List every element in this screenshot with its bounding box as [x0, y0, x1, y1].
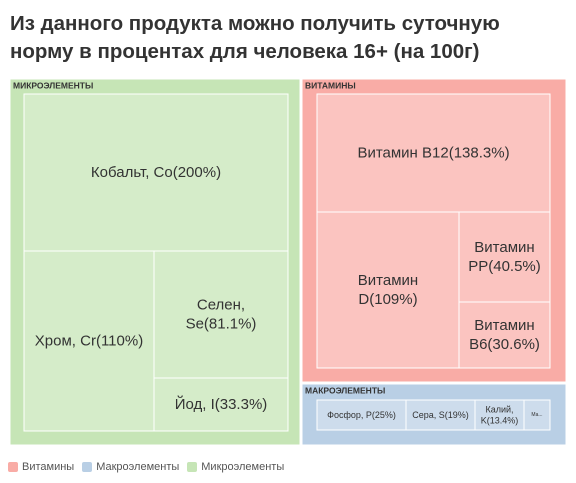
tile-label: Селен, Se(81.1%): [186, 297, 257, 333]
legend-label: Витамины: [22, 461, 75, 473]
tile-label: Фосфор, P(25%): [327, 410, 396, 420]
treemap-tile[interactable]: [474, 399, 525, 431]
legend-swatch: [187, 462, 198, 472]
group-header: МАКРОЭЛЕМЕНТЫ: [305, 385, 385, 395]
chart-title-line: норму в процентах для человека 16+ (на 1…: [10, 40, 480, 63]
chart-title-line: Из данного продукта можно получить суточ…: [10, 12, 500, 35]
treemap-tile[interactable]: [405, 399, 476, 431]
treemap-tile[interactable]: [153, 250, 289, 379]
tile-label: Сера, S(19%): [412, 410, 469, 420]
legend-swatch: [8, 462, 18, 472]
treemap-tile[interactable]: [23, 250, 155, 432]
legend-label: Микроэлементы: [201, 461, 285, 473]
treemap-tile[interactable]: [458, 211, 551, 303]
legend-item-macro[interactable]: Макроэлементы: [82, 461, 179, 473]
treemap-tile[interactable]: [23, 93, 289, 252]
treemap-tile[interactable]: [153, 377, 289, 432]
tile-label: Витамин D(109%): [358, 272, 418, 308]
tile-label: Витамин PP(40.5%): [468, 239, 541, 275]
tile-label: Хром, Cr(110%): [35, 333, 143, 350]
tile-label: Ма...: [531, 412, 542, 418]
legend-label: Макроэлементы: [96, 461, 180, 473]
legend-item-micro[interactable]: Микроэлементы: [187, 461, 284, 473]
chart-title: Из данного продукта можно получить суточ…: [10, 10, 570, 66]
tile-label: Кобальт, Co(200%): [91, 164, 221, 181]
legend: Витамины Макроэлементы Микроэлементы: [8, 459, 292, 475]
legend-item-vitamins[interactable]: Витамины: [8, 461, 74, 473]
treemap-tile[interactable]: [458, 301, 551, 369]
tile-label: Йод, I(33.3%): [175, 395, 268, 413]
group-header: МИКРОЭЛЕМЕНТЫ: [13, 80, 93, 90]
treemap-tile[interactable]: [316, 93, 551, 213]
tile-label: Витамин B6(30.6%): [469, 317, 540, 353]
group-header: ВИТАМИНЫ: [305, 80, 356, 90]
treemap-tile[interactable]: [316, 211, 460, 369]
tile-label: Калий, K(13.4%): [481, 404, 519, 425]
legend-swatch: [82, 462, 93, 472]
tile-label: Витамин B12(138.3%): [357, 145, 509, 162]
treemap-tile[interactable]: [523, 399, 551, 431]
treemap-tile[interactable]: [316, 399, 407, 431]
